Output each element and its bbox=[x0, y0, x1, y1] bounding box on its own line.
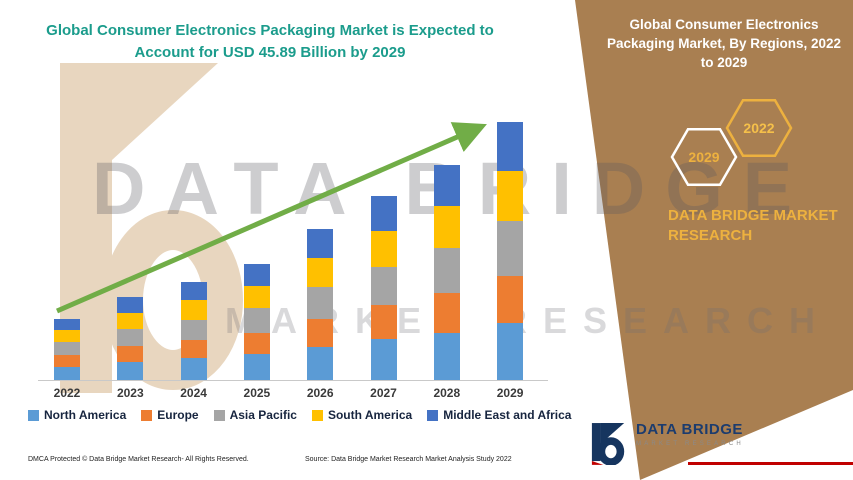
footer-dmca-text: DMCA Protected © Data Bridge Market Rese… bbox=[28, 456, 249, 463]
bar-segment-asia-pacific bbox=[54, 342, 80, 356]
bar-segment-south-america bbox=[54, 330, 80, 343]
legend-item-north-america: North America bbox=[28, 408, 126, 422]
page-title: Global Consumer Electronics Packaging Ma… bbox=[40, 20, 500, 64]
bar-segment-europe bbox=[243, 332, 270, 355]
bar-segment-north-america bbox=[370, 339, 397, 380]
bar-segment-europe bbox=[307, 318, 334, 347]
legend-swatch-icon bbox=[427, 409, 439, 421]
page-title-line2: Account for USD 45.89 Billion by 2029 bbox=[134, 43, 406, 61]
legend-label: Europe bbox=[157, 408, 199, 422]
x-axis-label-2029: 2029 bbox=[496, 386, 524, 400]
bar-2024 bbox=[180, 281, 207, 380]
hexagon-2029-outline bbox=[670, 128, 738, 186]
bar-segment-europe bbox=[54, 355, 80, 367]
legend-label: South America bbox=[327, 408, 413, 422]
bar-segment-south-america bbox=[497, 171, 524, 222]
bar-segment-middle-east-and-africa bbox=[54, 318, 80, 331]
logo-tagline: MARKET RESEARCH bbox=[636, 441, 744, 447]
bar-segment-north-america bbox=[54, 366, 80, 380]
x-axis-label-2026: 2026 bbox=[306, 386, 334, 400]
bar-segment-asia-pacific bbox=[307, 287, 334, 319]
legend-swatch-icon bbox=[141, 409, 153, 421]
footer-source-text: Source: Data Bridge Market Research Mark… bbox=[305, 456, 512, 463]
bar-segment-europe bbox=[497, 275, 524, 324]
legend-swatch-icon bbox=[311, 409, 323, 421]
bar-segment-south-america bbox=[433, 205, 460, 248]
x-axis-baseline bbox=[38, 380, 548, 381]
x-axis-label-2025: 2025 bbox=[243, 386, 271, 400]
bar-segment-europe bbox=[433, 292, 460, 333]
x-axis-label-2022: 2022 bbox=[53, 386, 81, 400]
bar-segment-asia-pacific bbox=[370, 266, 397, 306]
bar-segment-north-america bbox=[433, 332, 460, 380]
legend-label: North America bbox=[44, 408, 127, 422]
legend-swatch-icon bbox=[213, 409, 225, 421]
bar-segment-south-america bbox=[370, 230, 397, 267]
bar-segment-north-america bbox=[180, 358, 207, 380]
bar-segment-europe bbox=[117, 346, 144, 362]
bar-segment-north-america bbox=[307, 346, 334, 380]
bar-2027 bbox=[370, 195, 397, 380]
bar-segment-south-america bbox=[307, 257, 334, 287]
bar-segment-south-america bbox=[243, 285, 270, 309]
right-panel-headline: Global Consumer Electronics Packaging Ma… bbox=[606, 17, 842, 70]
hexagon-2022-label: 2022 bbox=[743, 120, 774, 136]
page-title-line1: Global Consumer Electronics Packaging Ma… bbox=[46, 22, 494, 39]
bar-segment-asia-pacific bbox=[433, 247, 460, 293]
legend-item-middle-east-and-africa: Middle East and Africa bbox=[427, 408, 571, 422]
bar-segment-middle-east-and-africa bbox=[433, 164, 460, 206]
legend-item-south-america: South America bbox=[311, 408, 413, 422]
logo-name: DATA BRIDGE bbox=[636, 421, 743, 438]
bar-segment-south-america bbox=[180, 300, 207, 320]
legend-item-europe: Europe bbox=[141, 408, 199, 422]
chart-legend: North America Europe Asia Pacific South Ame… bbox=[28, 408, 571, 422]
right-panel-brand-line2: RESEARCH bbox=[668, 227, 753, 245]
bar-segment-middle-east-and-africa bbox=[370, 195, 397, 231]
x-axis-label-2024: 2024 bbox=[180, 386, 207, 400]
bar-segment-asia-pacific bbox=[243, 308, 270, 333]
bar-segment-asia-pacific bbox=[117, 328, 144, 347]
year-hexagon-badges: 2029 2022 bbox=[670, 99, 793, 186]
bar-segment-middle-east-and-africa bbox=[117, 296, 144, 313]
bar-2026 bbox=[307, 228, 334, 380]
legend-item-asia-pacific: Asia Pacific bbox=[213, 408, 297, 422]
bar-segment-north-america bbox=[117, 361, 144, 380]
legend-swatch-icon bbox=[28, 409, 39, 421]
bar-segment-europe bbox=[180, 340, 207, 359]
bar-segment-middle-east-and-africa bbox=[497, 122, 524, 172]
hexagon-2029-label: 2029 bbox=[688, 149, 719, 165]
bar-segment-asia-pacific bbox=[180, 319, 207, 341]
bar-segment-north-america bbox=[497, 323, 524, 380]
bar-segment-north-america bbox=[243, 354, 270, 380]
data-bridge-logo-icon bbox=[591, 423, 625, 465]
bar-segment-europe bbox=[370, 305, 397, 340]
bar-2029 bbox=[497, 122, 524, 380]
bar-segment-south-america bbox=[117, 312, 144, 329]
bar-segment-middle-east-and-africa bbox=[243, 263, 270, 286]
bar-segment-asia-pacific bbox=[497, 221, 524, 276]
bar-segment-middle-east-and-africa bbox=[307, 228, 334, 258]
bar-2023 bbox=[117, 296, 144, 380]
legend-label: Asia Pacific bbox=[229, 408, 297, 422]
red-accent-line bbox=[688, 462, 853, 465]
legend-label: Middle East and Africa bbox=[443, 408, 572, 422]
hexagon-2022-outline bbox=[725, 99, 793, 157]
bar-2022 bbox=[54, 318, 80, 380]
x-axis-label-2027: 2027 bbox=[370, 386, 397, 400]
right-panel-brand-line1: DATA BRIDGE MARKET bbox=[668, 207, 838, 224]
data-bridge-logo: DATA BRIDGE MARKET RESEARCH bbox=[590, 421, 744, 465]
bar-2028 bbox=[433, 164, 460, 380]
x-axis-label-2028: 2028 bbox=[433, 386, 461, 400]
right-panel-brand: DATA BRIDGE MARKET RESEARCH bbox=[668, 206, 853, 247]
bar-segment-middle-east-and-africa bbox=[180, 281, 207, 301]
x-axis-label-2023: 2023 bbox=[116, 386, 144, 400]
bar-2025 bbox=[243, 263, 270, 380]
logo-text: DATA BRIDGE MARKET RESEARCH bbox=[636, 421, 744, 465]
